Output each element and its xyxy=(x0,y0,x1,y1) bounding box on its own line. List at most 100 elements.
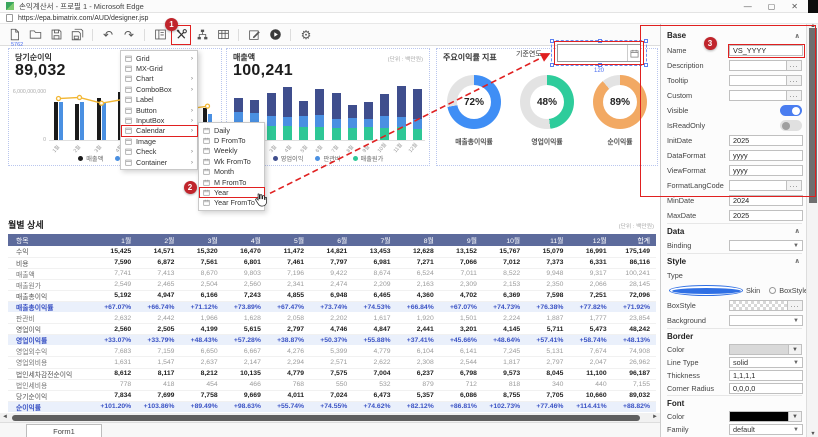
menu-item-chart[interactable]: Chart › xyxy=(121,74,197,84)
menu-item-image[interactable]: Image xyxy=(121,136,197,146)
edit-icon[interactable] xyxy=(246,27,262,43)
monthly-detail-table[interactable]: 항목 1월 2월 3월 4월 5월 6월 7월 8월 9월 10월 11월 12월 합계 수익 15,425 1… xyxy=(8,234,656,413)
select-line type[interactable]: solid ▼ xyxy=(729,357,803,368)
minimize-button[interactable]: — xyxy=(743,1,752,11)
url-bar[interactable]: https://epa.bimatrix.com/AUD/designer.js… xyxy=(0,13,818,24)
property-input-initdate[interactable]: 2025 xyxy=(729,135,803,146)
property-input-viewformat[interactable]: yyyy xyxy=(729,165,803,176)
settings-icon[interactable]: ⚙ xyxy=(300,27,312,42)
section-header-border[interactable]: Border xyxy=(667,328,802,343)
scroll-left-icon[interactable]: ◄ xyxy=(2,414,8,420)
property-input-corner radius[interactable]: 0,0,0,0 xyxy=(729,383,803,394)
submenu-item-daily[interactable]: Daily xyxy=(199,125,264,135)
components-icon[interactable] xyxy=(152,27,168,43)
boxstyle-pattern[interactable] xyxy=(729,300,788,311)
table-row: 매출총이익 5,192 4,947 6,166 7,243 4,855 6,948 6,465… xyxy=(8,290,656,302)
select-background[interactable]: ▼ xyxy=(729,315,803,326)
chevron-down-icon[interactable]: ▼ xyxy=(789,411,802,422)
new-document-icon[interactable] xyxy=(6,27,22,43)
submenu-item-year-fromto[interactable]: Year FromTo xyxy=(199,198,264,208)
menu-item-grid[interactable]: Grid › xyxy=(121,53,197,63)
select-binding[interactable]: ▼ xyxy=(729,240,803,251)
submenu-item-weekly[interactable]: Weekly xyxy=(199,146,264,156)
bar-group xyxy=(75,102,85,140)
property-label: BoxStyle xyxy=(667,301,696,310)
property-input-tooltip[interactable] xyxy=(729,75,787,86)
row-label: 매출총이익 xyxy=(8,290,94,302)
hierarchy-icon[interactable] xyxy=(194,27,210,43)
open-folder-icon[interactable] xyxy=(27,27,43,43)
cell-value: +48.43% xyxy=(180,334,224,347)
submenu-item-m-fromto[interactable]: M FromTo xyxy=(199,177,264,187)
scroll-down-icon[interactable]: ▼ xyxy=(810,431,816,437)
tab-form1[interactable]: Form1 xyxy=(26,424,102,437)
base-year-calendar-input[interactable] xyxy=(557,44,641,62)
select-family[interactable]: default ▼ xyxy=(729,424,803,435)
scrollbar-thumb[interactable] xyxy=(12,414,640,421)
property-input-maxdate[interactable]: 2025 xyxy=(729,210,803,221)
save-icon[interactable] xyxy=(48,27,64,43)
radio-boxstyle[interactable]: BoxStyle xyxy=(769,285,806,296)
radio-skin[interactable]: Skin xyxy=(669,285,760,296)
property-input-custom[interactable] xyxy=(729,90,787,101)
color-swatch[interactable] xyxy=(729,344,789,355)
property-input-mindate[interactable]: 2024 xyxy=(729,195,803,206)
menu-item-calendar[interactable]: Calendar › xyxy=(121,126,197,136)
toggle-visible[interactable] xyxy=(780,105,802,116)
property-input-description[interactable] xyxy=(729,60,787,71)
cell-value: 6,086 xyxy=(439,390,483,402)
submenu-item-wk-fromto[interactable]: Wk FromTo xyxy=(199,156,264,166)
section-header-style[interactable]: Style ∧ xyxy=(667,253,802,268)
ellipsis-button[interactable]: ... xyxy=(787,90,802,101)
menu-item-mx-grid[interactable]: MX-Grid xyxy=(121,63,197,73)
ellipsis-button[interactable]: ... xyxy=(787,180,802,191)
panel-scrollbar[interactable]: ▲ ▼ xyxy=(806,23,818,437)
chevron-down-icon: ▼ xyxy=(793,359,799,366)
ellipsis-button[interactable]: ... xyxy=(787,75,802,86)
column-header: 5월 xyxy=(266,234,311,246)
property-input-formatlangcode[interactable] xyxy=(729,180,787,191)
calendar-icon[interactable] xyxy=(627,45,640,61)
dataset-icon[interactable] xyxy=(215,27,231,43)
save-all-icon[interactable] xyxy=(69,27,85,43)
menu-item-container[interactable]: Container › xyxy=(121,157,197,167)
cell-value: 16,991 xyxy=(569,246,613,258)
submenu-item-year[interactable]: Year xyxy=(199,187,264,197)
section-header-font[interactable]: Font xyxy=(667,395,802,410)
color-swatch[interactable] xyxy=(729,411,789,422)
chevron-down-icon[interactable]: ▼ xyxy=(789,344,802,355)
cell-value: 2,637 xyxy=(180,356,224,369)
menu-item-combobox[interactable]: ComboBox › xyxy=(121,84,197,94)
site-info-icon[interactable] xyxy=(6,14,13,22)
menu-item-inputbox[interactable]: InputBox › xyxy=(121,115,197,125)
section-header-base[interactable]: Base ∧ xyxy=(667,31,800,40)
undo-icon[interactable]: ↶ xyxy=(102,27,114,42)
property-input-thickness[interactable]: 1,1,1,1 xyxy=(729,370,803,381)
scroll-right-icon[interactable]: ► xyxy=(652,414,658,420)
ratio-card-title: 주요이익률 지표 xyxy=(443,53,497,62)
submenu-item-d-fromto[interactable]: D FromTo xyxy=(199,135,264,145)
section-header-data[interactable]: Data ∧ xyxy=(667,223,802,238)
submenu-item-month[interactable]: Month xyxy=(199,167,264,177)
sales-card-value: 100,241 xyxy=(233,62,293,79)
property-input-name[interactable]: VS_YYYY xyxy=(729,45,803,56)
preview-run-icon[interactable] xyxy=(267,27,283,43)
cogs-segment xyxy=(266,126,276,140)
menu-item-button[interactable]: Button › xyxy=(121,105,197,115)
property-input-dataformat[interactable]: yyyy xyxy=(729,150,803,161)
scroll-up-icon[interactable]: ▲ xyxy=(810,23,816,29)
ellipsis-button[interactable]: ... xyxy=(787,60,802,71)
menu-item-label[interactable]: Label xyxy=(121,95,197,105)
cell-value: 8,522 xyxy=(482,268,527,280)
donut-label: 매출총이익률 xyxy=(455,139,493,146)
panel-scrollbar-thumb[interactable] xyxy=(809,28,817,203)
sga-segment xyxy=(299,116,309,128)
horizontal-scrollbar[interactable]: ◄ ► xyxy=(0,413,660,422)
toggle-isreadonly[interactable] xyxy=(780,120,802,131)
design-tools-icon[interactable] xyxy=(173,27,189,43)
maximize-button[interactable]: ▢ xyxy=(767,1,776,11)
close-button[interactable]: ✕ xyxy=(791,1,798,11)
redo-icon[interactable]: ↷ xyxy=(123,27,135,42)
ellipsis-button[interactable]: ... xyxy=(788,300,803,311)
menu-item-check[interactable]: Check › xyxy=(121,147,197,157)
